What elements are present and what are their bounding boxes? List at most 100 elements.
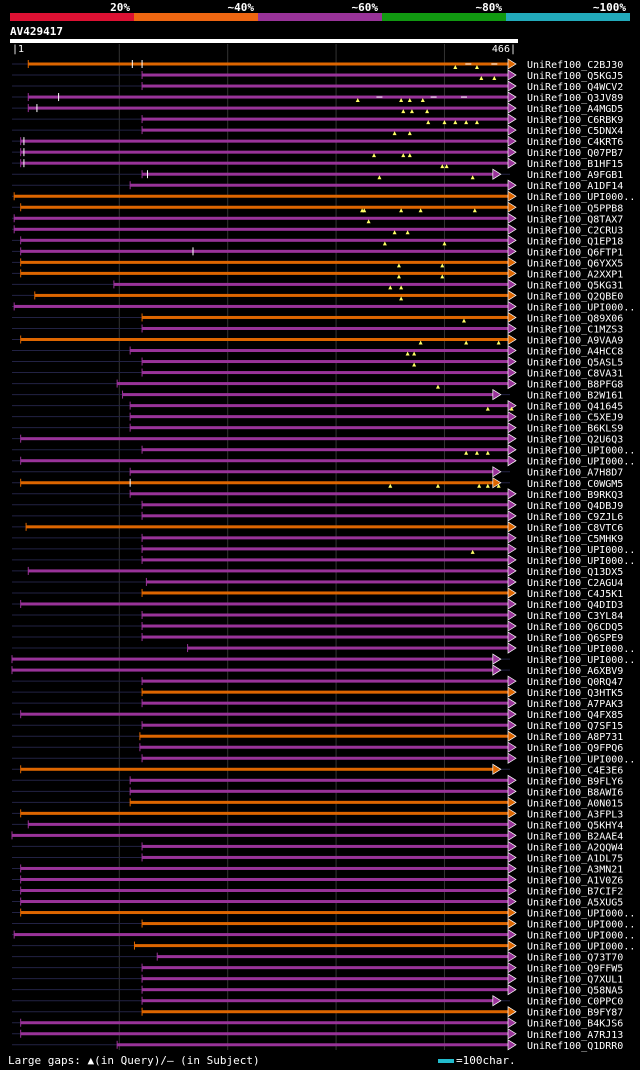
gap-in-query-marker bbox=[485, 450, 490, 455]
gap-in-query-marker bbox=[496, 483, 501, 488]
hit-end-arrow bbox=[507, 543, 517, 555]
hit-end-arrow bbox=[507, 201, 517, 213]
hit-end-arrow bbox=[507, 829, 517, 842]
gap-in-query-marker bbox=[453, 65, 458, 69]
hit-bar bbox=[187, 646, 508, 650]
hit-bar bbox=[130, 183, 508, 187]
hit-label: UniRef100_UPI000.. bbox=[527, 931, 635, 942]
hit-end-arrow bbox=[507, 895, 517, 908]
hit-bar bbox=[20, 338, 509, 341]
hit-end-arrow bbox=[507, 576, 517, 588]
gap-in-query-marker bbox=[362, 208, 367, 213]
hit-end-arrow bbox=[507, 851, 517, 864]
hit-label: UniRef100_A1V0Z6 bbox=[527, 875, 623, 886]
hit-label: UniRef100_C5XEJ9 bbox=[527, 413, 623, 424]
hit-bar bbox=[14, 216, 508, 220]
hit-end-arrow bbox=[507, 521, 517, 533]
hit-label: UniRef100_A9VAA9 bbox=[527, 336, 623, 347]
hit-label: UniRef100_Q5PPB8 bbox=[527, 203, 623, 214]
hit-label: UniRef100_C5MHK9 bbox=[527, 534, 623, 545]
hit-bar bbox=[157, 955, 508, 959]
hit-bar bbox=[20, 767, 493, 771]
hit-bar bbox=[142, 1010, 508, 1014]
hit-label: UniRef100_A5XUG5 bbox=[527, 898, 623, 909]
hit-end-arrow bbox=[507, 741, 517, 753]
gap-in-query-marker bbox=[464, 340, 469, 345]
hit-bar bbox=[20, 481, 493, 485]
hit-label: UniRef100_A2QQW4 bbox=[527, 842, 623, 853]
hit-bar bbox=[20, 602, 509, 606]
identity-bin-3 bbox=[258, 13, 382, 21]
hit-end-arrow bbox=[507, 102, 517, 114]
hit-end-arrow bbox=[507, 620, 517, 632]
hit-bar bbox=[142, 326, 508, 330]
gap-in-query-marker bbox=[425, 109, 430, 114]
gap-in-query-marker bbox=[407, 153, 412, 158]
hit-end-arrow bbox=[507, 135, 517, 147]
hit-bar bbox=[142, 117, 508, 121]
hit-bar bbox=[117, 382, 508, 386]
hit-label: UniRef100_UPI000.. bbox=[527, 457, 635, 468]
hit-end-arrow bbox=[492, 763, 502, 775]
gap-in-query-marker bbox=[405, 351, 410, 356]
hit-end-arrow bbox=[507, 675, 517, 687]
hit-bar bbox=[142, 613, 508, 617]
gap-in-query-marker bbox=[399, 98, 404, 103]
hit-label: UniRef100_Q8TAX7 bbox=[527, 214, 623, 225]
hit-end-arrow bbox=[507, 807, 517, 819]
hit-end-arrow bbox=[492, 168, 502, 180]
gap-in-query-marker bbox=[479, 76, 484, 81]
gap-in-query-marker bbox=[418, 208, 423, 213]
hit-end-arrow bbox=[507, 785, 517, 797]
identity-bin-label: ~80% bbox=[476, 1, 503, 14]
gap-in-query-marker bbox=[492, 76, 497, 81]
gap-in-query-marker bbox=[444, 164, 449, 169]
hit-bar bbox=[14, 194, 508, 198]
gap-in-query-marker bbox=[412, 362, 417, 367]
hit-bar bbox=[20, 437, 509, 441]
gap-in-query-marker bbox=[401, 153, 406, 158]
hit-end-arrow bbox=[507, 212, 517, 224]
hit-bar bbox=[20, 139, 509, 143]
hit-bar bbox=[20, 1021, 509, 1025]
hit-label: UniRef100_C0PPC0 bbox=[527, 997, 623, 1008]
gap-in-query-marker bbox=[399, 285, 404, 290]
hit-bar bbox=[20, 889, 509, 892]
hit-end-arrow bbox=[507, 146, 517, 158]
identity-bin-label: ~60% bbox=[352, 1, 379, 14]
hit-bar bbox=[28, 569, 509, 573]
hit-bar bbox=[142, 624, 508, 628]
hit-bar bbox=[142, 844, 508, 848]
hit-bar bbox=[142, 977, 508, 981]
hit-bar bbox=[12, 833, 508, 837]
hit-bar bbox=[130, 789, 508, 793]
gap-in-query-marker bbox=[474, 120, 479, 125]
hit-end-arrow bbox=[507, 598, 517, 610]
hit-label: UniRef100_Q5ASL5 bbox=[527, 358, 623, 369]
hit-bar bbox=[20, 712, 509, 716]
gap-in-query-marker bbox=[407, 131, 412, 136]
gap-in-query-marker bbox=[396, 274, 401, 279]
hit-label: UniRef100_UPI000.. bbox=[527, 302, 635, 313]
hit-label: UniRef100_B9FLY6 bbox=[527, 776, 623, 787]
hit-bar bbox=[28, 62, 509, 66]
hit-label: UniRef100_A4HCC8 bbox=[527, 347, 623, 358]
gap-in-query-marker bbox=[396, 263, 401, 268]
hit-end-arrow bbox=[507, 510, 517, 522]
hit-bar bbox=[20, 866, 509, 870]
hit-end-arrow bbox=[507, 950, 517, 963]
hit-bar bbox=[139, 734, 508, 738]
hit-bar bbox=[12, 657, 493, 661]
hit-label: UniRef100_Q6CDQ5 bbox=[527, 622, 623, 633]
gap-in-query-marker bbox=[426, 120, 431, 125]
gap-legend: Large gaps: ▲(in Query)/– (in Subject) bbox=[8, 1054, 260, 1067]
hit-label: UniRef100_C1MZS3 bbox=[527, 324, 623, 335]
hit-bar bbox=[20, 459, 509, 463]
gap-in-query-marker bbox=[355, 98, 360, 103]
hit-bar bbox=[14, 304, 508, 308]
hit-end-arrow bbox=[507, 300, 517, 313]
hit-label: UniRef100_A1DF14 bbox=[527, 181, 623, 192]
gap-in-query-marker bbox=[440, 274, 445, 279]
hit-label: UniRef100_C4KRT6 bbox=[527, 137, 623, 148]
gap-in-query-marker bbox=[418, 340, 423, 345]
